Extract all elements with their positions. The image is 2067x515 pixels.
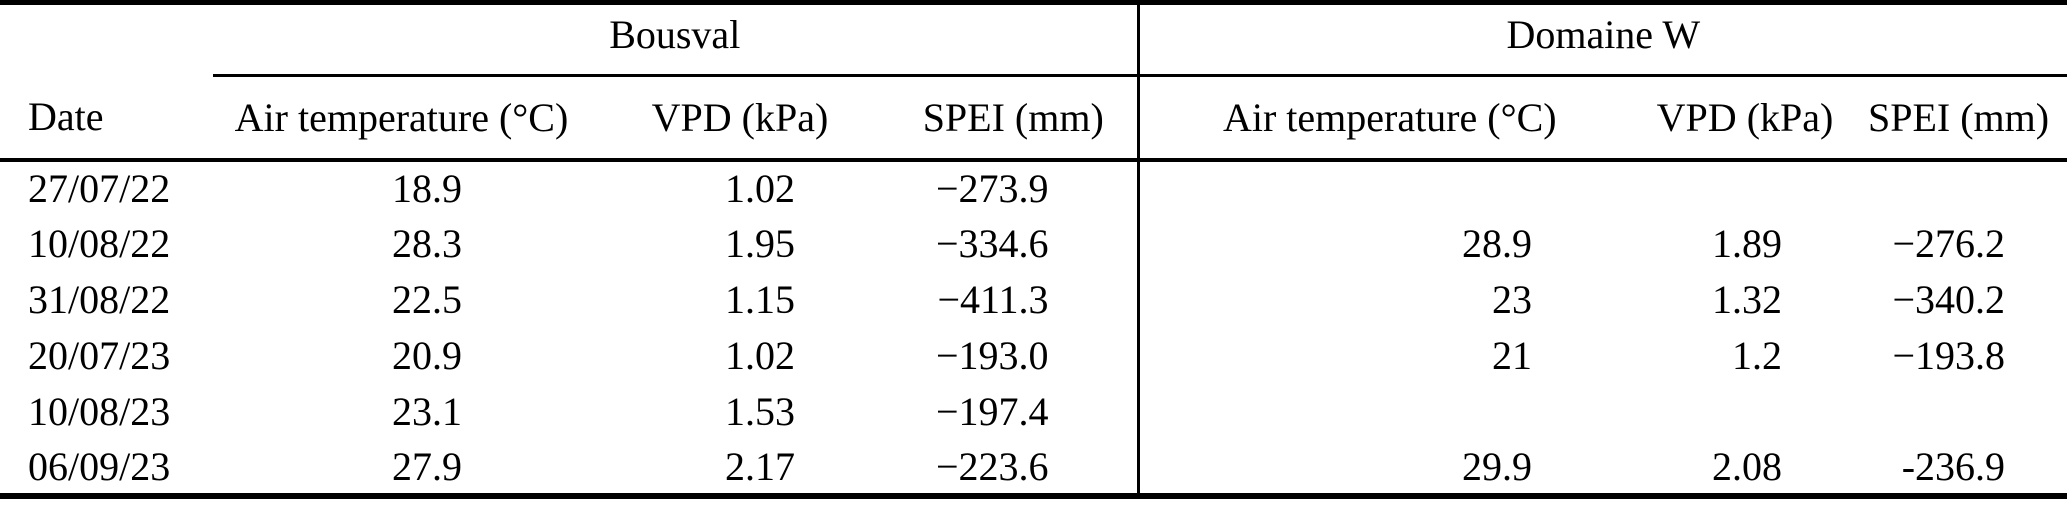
bousval-spei-cell: −411.3 [937,277,1049,322]
col-header-date: Date [0,75,213,162]
bousval-spei-cell: −273.9 [935,166,1049,211]
col-header-bousval-spei: SPEI (mm) [890,75,1139,162]
table-row: 06/09/23 27.9 2.17 −223.6 29.9 2.08 -236… [0,439,2067,496]
domaine-w-air-temp-cell [1136,383,1641,440]
domaine-w-vpd-cell: 1.32 [1712,277,1783,322]
group-header-domaine-w: Domaine W [1136,2,2067,77]
domaine-w-air-temp-cell: 28.9 [1136,215,1641,272]
bousval-vpd-cell: 1.53 [725,389,795,434]
table-row: 10/08/22 28.3 1.95 −334.6 28.9 1.89 −276… [0,215,2067,272]
bousval-air-temp-cell: 23.1 [392,389,462,434]
domaine-w-vpd-cell [1640,160,1850,216]
date-cell: 10/08/22 [28,221,171,266]
col-header-domaine-w-vpd: VPD (kPa) [1640,75,1851,162]
table-row: 20/07/23 20.9 1.02 −193.0 21 1.2 −193.8 [0,327,2067,384]
col-header-domaine-w-spei: SPEI (mm) [1850,75,2067,162]
domaine-w-vpd-cell: 1.2 [1732,333,1783,378]
date-cell: 27/07/22 [28,166,171,211]
bousval-spei-cell: −193.0 [935,333,1049,378]
table-row: 27/07/22 18.9 1.02 −273.9 [0,159,2067,216]
col-header-domaine-w-air-temperature: Air temperature (°C) [1136,75,1641,162]
domaine-w-air-temp-cell [1136,159,1641,216]
bousval-vpd-cell: 1.15 [725,277,795,322]
table-row: 31/08/22 22.5 1.15 −411.3 23 1.32 −340.2 [0,271,2067,328]
domaine-w-spei-cell [1850,160,2067,216]
bousval-air-temp-cell: 20.9 [392,333,462,378]
domaine-w-spei-cell: −276.2 [1892,221,2006,266]
domaine-w-vpd-cell [1640,384,1850,440]
col-header-bousval-air-temperature: Air temperature (°C) [213,75,590,162]
group-header-row: Bousval Domaine W [0,2,2067,77]
domaine-w-vpd-cell: 2.08 [1712,443,1783,489]
date-cell: 10/08/23 [28,389,171,434]
bousval-vpd-cell: 1.02 [725,333,795,378]
table-body: 27/07/22 18.9 1.02 −273.9 10/08/22 28.3 … [0,159,2067,496]
bousval-vpd-cell: 1.95 [725,221,795,266]
bousval-vpd-cell: 2.17 [725,443,795,489]
bousval-spei-cell: −223.6 [935,443,1049,489]
domaine-w-air-temp-cell: 23 [1136,271,1641,328]
column-header-row: Date Air temperature (°C) VPD (kPa) SPEI… [0,75,2067,162]
bousval-air-temp-cell: 27.9 [392,443,462,489]
date-cell: 20/07/23 [28,333,171,378]
bousval-air-temp-cell: 18.9 [392,166,462,211]
corner-spacer [0,3,213,76]
group-header-bousval: Bousval [213,2,1139,77]
bousval-vpd-cell: 1.02 [725,166,795,211]
date-cell: 06/09/23 [28,443,171,489]
table-row: 10/08/23 23.1 1.53 −197.4 [0,383,2067,440]
bousval-air-temp-cell: 22.5 [392,277,462,322]
domaine-w-spei-cell: −340.2 [1892,277,2006,322]
climate-comparison-table: Bousval Domaine W Date Air temperature (… [0,0,2067,499]
domaine-w-spei-cell [1850,384,2067,440]
domaine-w-air-temp-cell: 21 [1136,327,1641,384]
domaine-w-spei-cell: -236.9 [1901,443,2006,489]
date-cell: 31/08/22 [28,277,171,322]
bousval-air-temp-cell: 28.3 [392,221,462,266]
col-header-bousval-vpd: VPD (kPa) [590,75,890,162]
domaine-w-vpd-cell: 1.89 [1712,221,1783,266]
bousval-spei-cell: −197.4 [935,389,1049,434]
domaine-w-air-temp-cell: 29.9 [1136,439,1641,496]
bousval-spei-cell: −334.6 [935,221,1049,266]
domaine-w-spei-cell: −193.8 [1892,333,2006,378]
